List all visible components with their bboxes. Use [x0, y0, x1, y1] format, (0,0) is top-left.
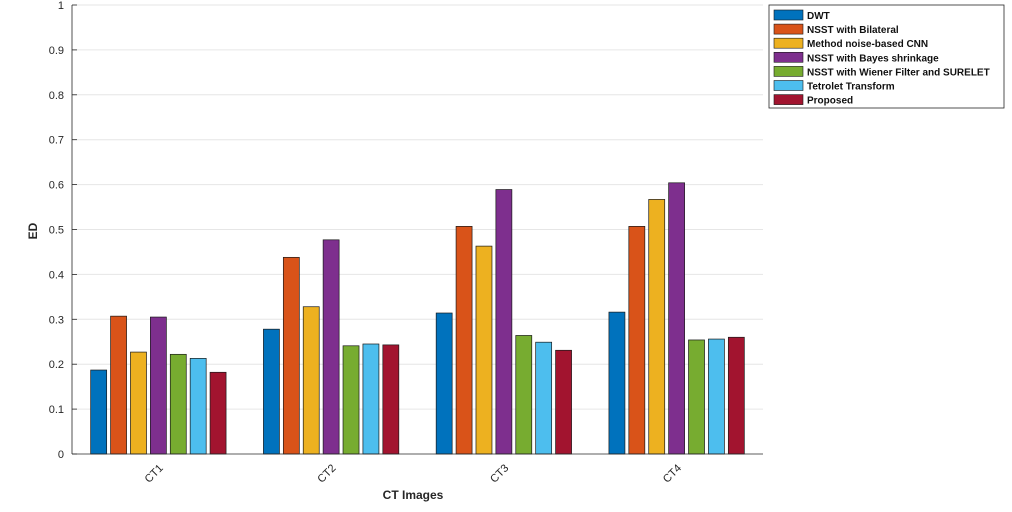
- legend-swatch: [773, 94, 804, 105]
- bar: [150, 316, 167, 455]
- bar: [130, 351, 147, 455]
- bar: [608, 311, 626, 455]
- bar: [515, 335, 533, 455]
- y-tick-label: 0.7: [49, 135, 64, 147]
- bar: [648, 199, 666, 455]
- legend-swatch: [773, 66, 804, 77]
- y-axis-title: ED: [26, 222, 40, 239]
- bars-layer: [90, 182, 745, 455]
- bar: [555, 349, 572, 455]
- x-tick-label: CT4: [661, 462, 684, 485]
- y-tick-label: 0.5: [49, 225, 64, 237]
- bar: [435, 312, 453, 455]
- x-axis-title: CT Images: [383, 488, 444, 502]
- y-tick-label: 0.2: [49, 359, 64, 371]
- bar: [708, 338, 725, 455]
- x-tick-label: CT3: [488, 462, 511, 485]
- x-tick-label: CT1: [143, 462, 166, 485]
- bar: [322, 239, 340, 455]
- x-tick-label: CT2: [315, 462, 338, 485]
- legend-swatch: [773, 9, 804, 21]
- legend-label: Method noise-based CNN: [807, 39, 928, 50]
- y-tick-label: 0.6: [49, 180, 64, 192]
- legend-label: NSST with Wiener Filter and SURELET: [807, 67, 990, 78]
- legend-box: [768, 4, 1005, 109]
- y-tick-label: 0.1: [49, 404, 64, 416]
- bar: [169, 353, 187, 455]
- bar: [727, 336, 745, 455]
- y-tick-label: 0: [58, 449, 64, 461]
- bar: [668, 182, 685, 455]
- bar: [455, 226, 473, 455]
- bar: [189, 358, 207, 455]
- y-tick-label: 0.3: [49, 314, 64, 326]
- legend-label: NSST with Bayes shrinkage: [807, 53, 939, 64]
- bar: [302, 306, 320, 455]
- y-tick-label: 0.9: [49, 45, 64, 57]
- bar: [382, 344, 400, 455]
- y-tick-label: 0.8: [49, 90, 64, 102]
- legend: DWT NSST with Bilateral Method noise-based…: [768, 4, 1005, 109]
- bar: [688, 339, 705, 455]
- grid-layer: [72, 4, 763, 410]
- bar: [362, 343, 380, 455]
- y-tick-label: 1: [58, 0, 64, 12]
- bar: [263, 328, 280, 455]
- legend-swatch: [773, 51, 804, 63]
- bar: [342, 345, 360, 455]
- bar: [628, 226, 646, 455]
- legend-label: DWT: [807, 11, 830, 22]
- bar: [209, 371, 227, 455]
- bar: [110, 315, 127, 455]
- bar: [495, 189, 513, 455]
- legend-swatch: [773, 80, 804, 91]
- bar: [282, 256, 300, 455]
- legend-swatch: [773, 23, 804, 35]
- y-tick-label: 0.4: [49, 269, 64, 281]
- bar: [535, 341, 553, 455]
- legend-swatch: [773, 37, 804, 49]
- bar: [475, 245, 493, 455]
- legend-label: Proposed: [807, 96, 853, 107]
- legend-label: Tetrolet Transform: [807, 82, 895, 93]
- legend-label: NSST with Bilateral: [807, 25, 899, 36]
- bar: [90, 369, 108, 455]
